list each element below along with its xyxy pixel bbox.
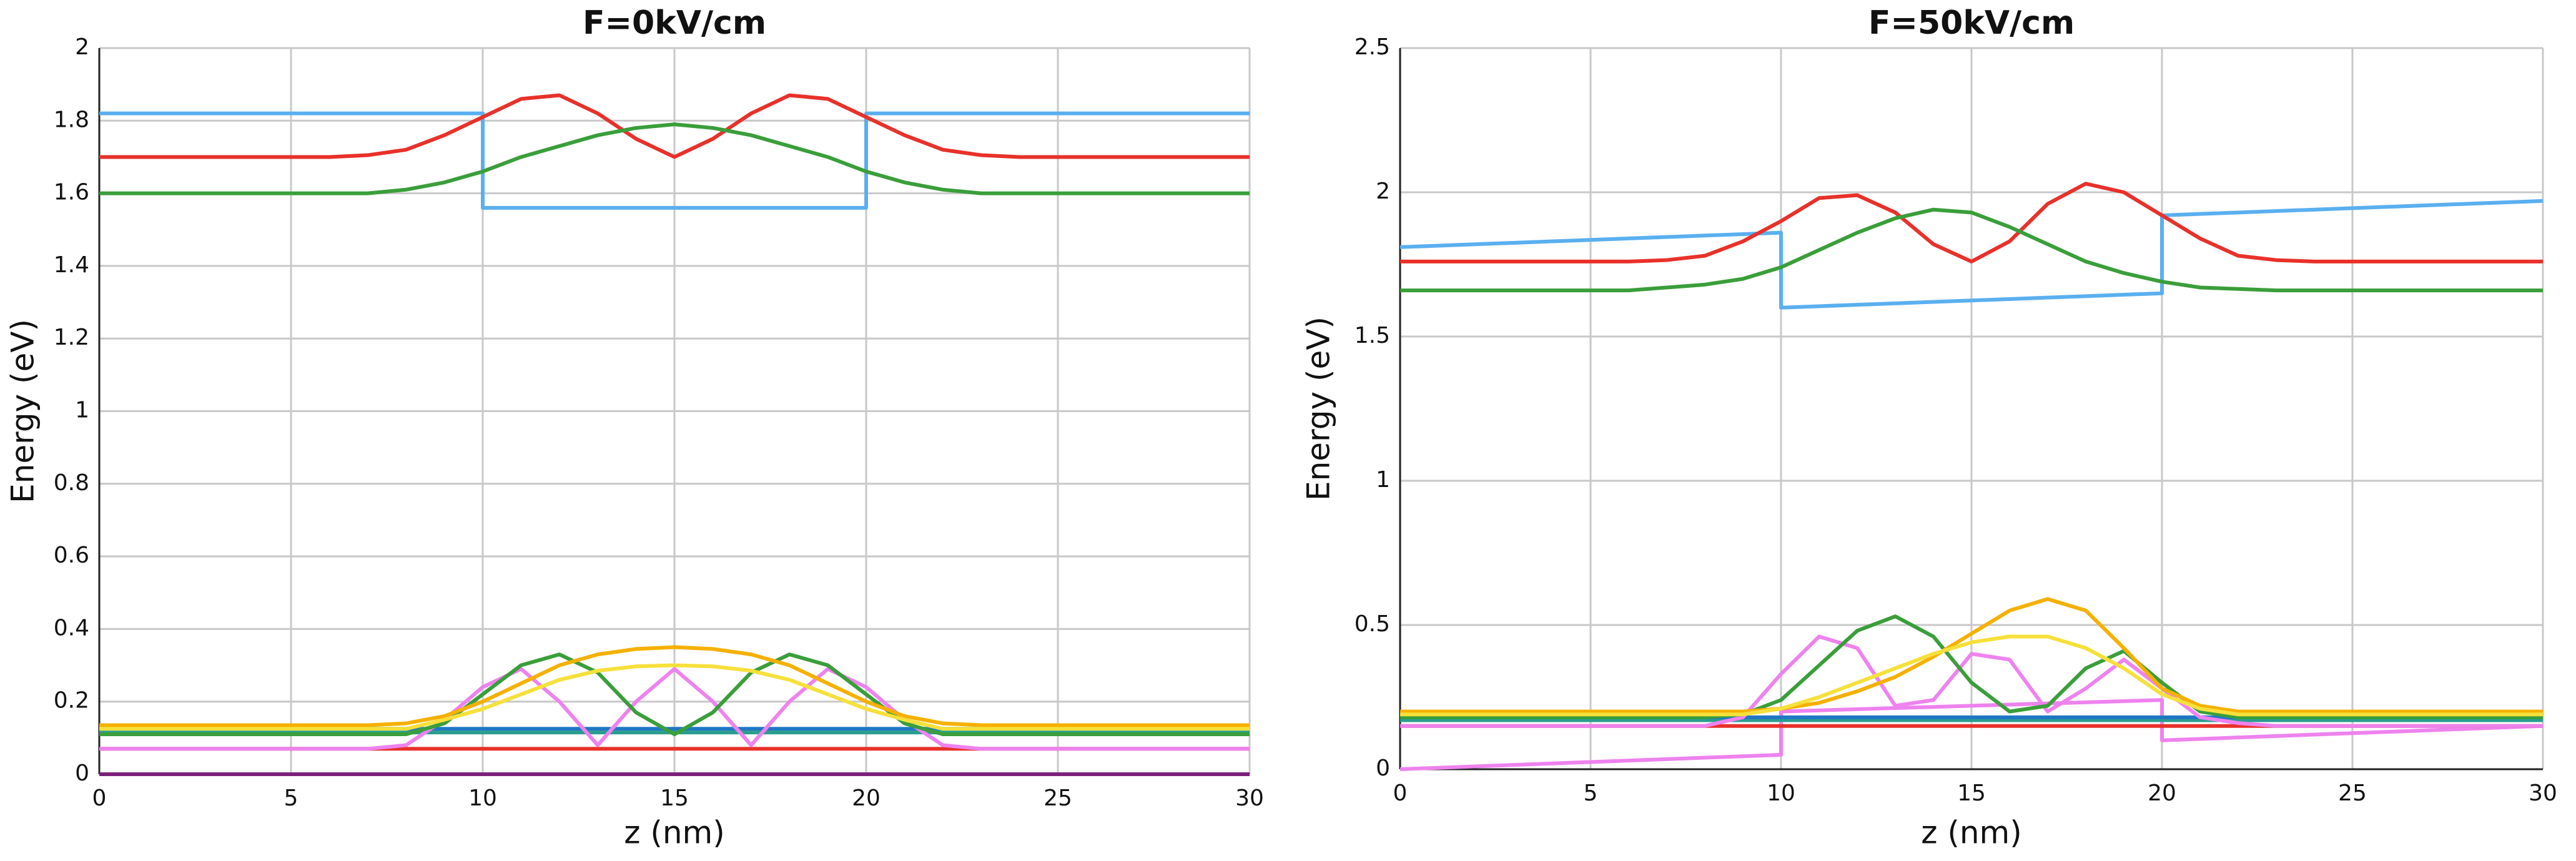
- x-tick-label: 15: [1957, 780, 1986, 806]
- series-line: [1400, 634, 2543, 728]
- x-tick-label: 5: [1584, 780, 1598, 806]
- chart-panel: 00.20.40.60.811.21.41.61.820 5 10 15 20 25 30F…: [5, 4, 1264, 851]
- y-tick-label: 0.6: [54, 543, 89, 568]
- chart-title: F=0kV/cm: [583, 4, 766, 42]
- x-tick-label: 30: [1235, 785, 1264, 811]
- series-line: [99, 663, 1250, 731]
- series-line: [1400, 614, 2543, 719]
- x-tick-label: 15: [660, 785, 689, 811]
- y-tick-label: 2: [75, 34, 89, 60]
- series-line: [1400, 182, 2543, 263]
- y-tick-label: 2.5: [1355, 34, 1390, 60]
- series-line: [99, 652, 1250, 737]
- y-tick-label: 0.4: [54, 615, 89, 641]
- x-axis-label: z (nm): [1921, 815, 2022, 851]
- y-tick-label: 1: [1376, 467, 1390, 493]
- y-tick-label: 0.8: [54, 470, 89, 496]
- series-line: [99, 667, 1250, 751]
- y-tick-label: 0.5: [1355, 611, 1390, 637]
- y-tick-label: 0: [75, 760, 89, 786]
- x-tick-label: 20: [2148, 780, 2176, 806]
- x-tick-label: 0: [1393, 780, 1408, 806]
- series-line: [99, 93, 1250, 159]
- y-tick-label: 0.2: [54, 688, 89, 714]
- series-line: [99, 645, 1250, 727]
- chart-title: F=50kV/cm: [1868, 4, 2075, 42]
- y-tick-label: 1.2: [54, 325, 89, 350]
- y-axis-label: Energy (eV): [5, 319, 41, 503]
- x-tick-label: 30: [2529, 780, 2557, 806]
- x-tick-label: 25: [2338, 780, 2367, 806]
- x-tick-label: 25: [1044, 785, 1072, 811]
- y-tick-label: 2: [1376, 179, 1390, 204]
- y-tick-label: 1.5: [1355, 323, 1390, 348]
- series-line: [1399, 199, 2544, 310]
- x-tick-label: 5: [284, 785, 299, 811]
- series-line: [1399, 698, 2544, 771]
- y-tick-label: 1.4: [54, 252, 89, 278]
- x-tick-label: 20: [852, 785, 881, 811]
- series-line: [99, 111, 1250, 210]
- chart-panel: 0 0.5 1 1.5 2 2.5 0 5 10 15 20 25 30 F=50kV/cm z (nm) E…: [1301, 4, 2557, 851]
- y-axis-label: Energy (eV): [1301, 317, 1337, 501]
- series-line: [1400, 634, 2543, 717]
- x-tick-label: 10: [468, 785, 497, 811]
- x-tick-label: 10: [1767, 780, 1795, 806]
- x-tick-label: 0: [92, 785, 107, 811]
- series-line: [99, 122, 1250, 195]
- series-line: [1400, 207, 2543, 293]
- x-axis-label: z (nm): [624, 815, 725, 851]
- y-tick-label: 0: [1376, 755, 1390, 781]
- y-tick-label: 1: [75, 398, 89, 423]
- y-tick-label: 1.8: [54, 107, 89, 132]
- y-tick-label: 1.6: [54, 180, 89, 205]
- series-line: [1400, 597, 2543, 714]
